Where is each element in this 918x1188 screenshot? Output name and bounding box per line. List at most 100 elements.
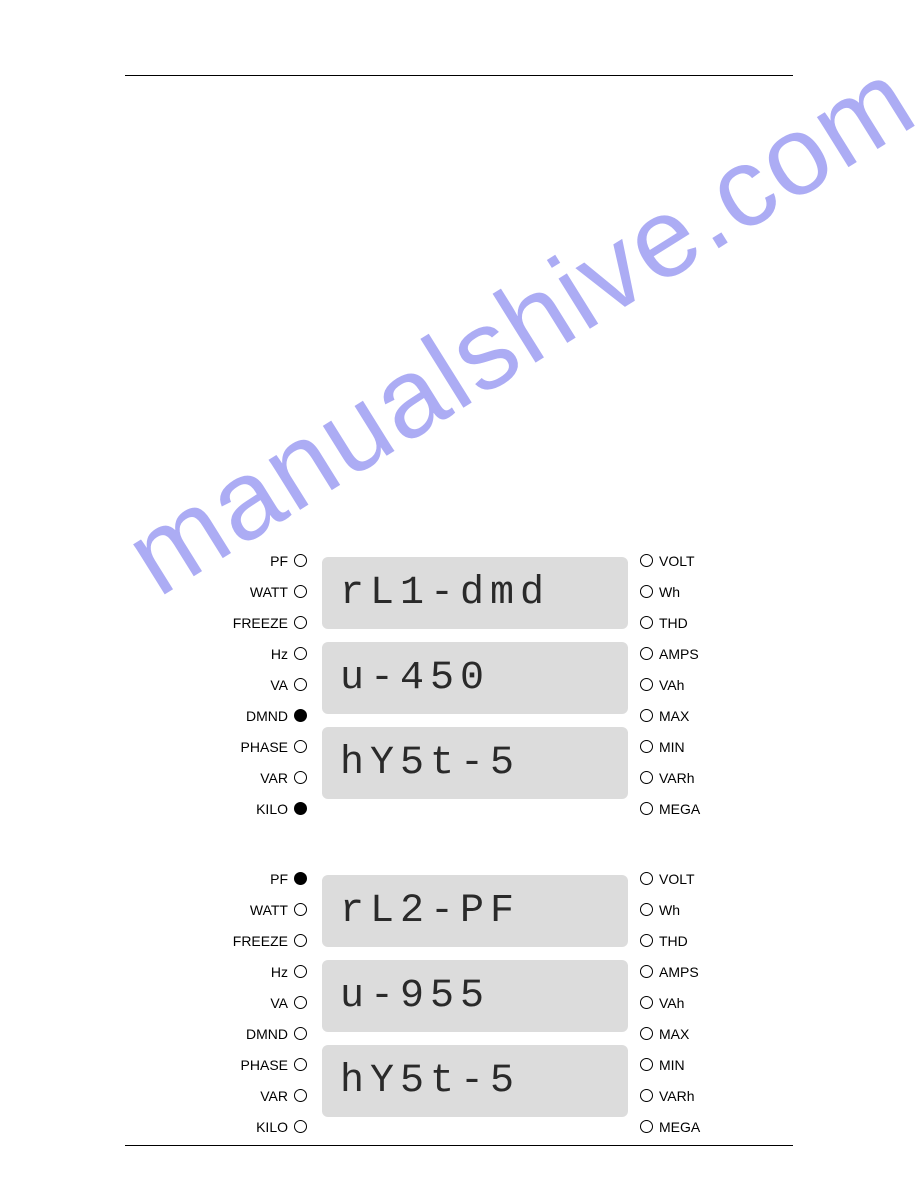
indicator-label: VOLT [659,871,695,887]
indicator-row: VOLT [640,545,770,576]
indicator-label: MEGA [659,801,700,817]
indicator-label: KILO [256,1119,288,1135]
indicator-label: VA [270,677,288,693]
indicator-label: Hz [271,646,288,662]
indicator-label: WATT [250,902,288,918]
lcd-stack-2: rL2-PF u-955 hY5t-5 [322,875,628,1130]
indicator-label: PF [270,871,288,887]
indicator-dot [294,1120,307,1133]
left-indicator-column-2: PF WATT FREEZE Hz VA DMND PHASE VAR KILO [210,863,313,1143]
indicator-dot [294,903,307,916]
indicator-dot [294,1058,307,1071]
indicator-dot [294,554,307,567]
indicator-label: VARh [659,1088,695,1104]
indicator-dot [294,771,307,784]
indicator-row: MIN [640,731,770,762]
lcd-stack-1: rL1-dmd u-450 hY5t-5 [322,557,628,812]
indicator-row: VAh [640,987,770,1018]
left-indicator-column-1: PF WATT FREEZE Hz VA DMND PHASE VAR KILO [210,545,313,825]
indicator-row: WATT [210,894,313,925]
indicator-row: PHASE [210,1049,313,1080]
indicator-dot [640,647,653,660]
indicator-label: AMPS [659,646,699,662]
indicator-label: DMND [246,1026,288,1042]
indicator-dot [640,616,653,629]
indicator-row: AMPS [640,638,770,669]
indicator-label: MIN [659,739,685,755]
indicator-label: VA [270,995,288,1011]
indicator-row: VA [210,987,313,1018]
right-indicator-column-1: VOLT Wh THD AMPS VAh MAX MIN VARh MEGA [640,545,770,825]
indicator-dot [294,965,307,978]
indicator-row: VARh [640,762,770,793]
indicator-label: FREEZE [233,615,288,631]
indicator-dot [640,771,653,784]
indicator-row: Wh [640,894,770,925]
indicator-label: PF [270,553,288,569]
indicator-label: Wh [659,902,680,918]
indicator-label: Hz [271,964,288,980]
indicator-dot [294,802,307,815]
indicator-label: VAR [260,1088,288,1104]
indicator-row: MAX [640,700,770,731]
indicator-label: MEGA [659,1119,700,1135]
indicator-row: VAR [210,1080,313,1111]
indicator-dot [294,647,307,660]
indicator-row: MAX [640,1018,770,1049]
indicator-dot [294,934,307,947]
indicator-dot [294,1089,307,1102]
lcd-display: hY5t-5 [322,727,628,799]
indicator-dot [640,1058,653,1071]
indicator-dot [640,996,653,1009]
indicator-row: KILO [210,1111,313,1142]
indicator-dot [294,1027,307,1040]
indicator-dot [640,678,653,691]
indicator-label: PHASE [241,1057,288,1073]
indicator-row: PF [210,863,313,894]
indicator-label: DMND [246,708,288,724]
indicator-row: WATT [210,576,313,607]
indicator-row: AMPS [640,956,770,987]
indicator-dot [640,872,653,885]
indicator-row: VAh [640,669,770,700]
lcd-display: u-955 [322,960,628,1032]
indicator-dot [640,1089,653,1102]
lcd-display: rL2-PF [322,875,628,947]
indicator-label: MIN [659,1057,685,1073]
indicator-row: DMND [210,700,313,731]
indicator-row: VARh [640,1080,770,1111]
indicator-dot [294,678,307,691]
indicator-label: VARh [659,770,695,786]
indicator-row: THD [640,925,770,956]
indicator-label: MAX [659,708,689,724]
indicator-label: PHASE [241,739,288,755]
indicator-label: FREEZE [233,933,288,949]
indicator-row: VAR [210,762,313,793]
indicator-dot [640,740,653,753]
indicator-row: MIN [640,1049,770,1080]
indicator-row: FREEZE [210,925,313,956]
indicator-dot [640,1120,653,1133]
indicator-row: PHASE [210,731,313,762]
lcd-display: rL1-dmd [322,557,628,629]
top-horizontal-rule [125,75,793,76]
indicator-row: THD [640,607,770,638]
indicator-label: VAR [260,770,288,786]
indicator-dot [640,903,653,916]
indicator-row: Hz [210,638,313,669]
indicator-dot [294,616,307,629]
right-indicator-column-2: VOLT Wh THD AMPS VAh MAX MIN VARh MEGA [640,863,770,1143]
indicator-label: THD [659,615,688,631]
indicator-dot [640,802,653,815]
indicator-dot [294,585,307,598]
indicator-dot [640,554,653,567]
indicator-row: Hz [210,956,313,987]
indicator-label: Wh [659,584,680,600]
indicator-label: VAh [659,677,684,693]
indicator-dot [294,872,307,885]
indicator-row: VOLT [640,863,770,894]
indicator-dot [294,740,307,753]
indicator-label: VAh [659,995,684,1011]
indicator-row: FREEZE [210,607,313,638]
meter-panel-1: PF WATT FREEZE Hz VA DMND PHASE VAR KILO… [210,545,770,825]
